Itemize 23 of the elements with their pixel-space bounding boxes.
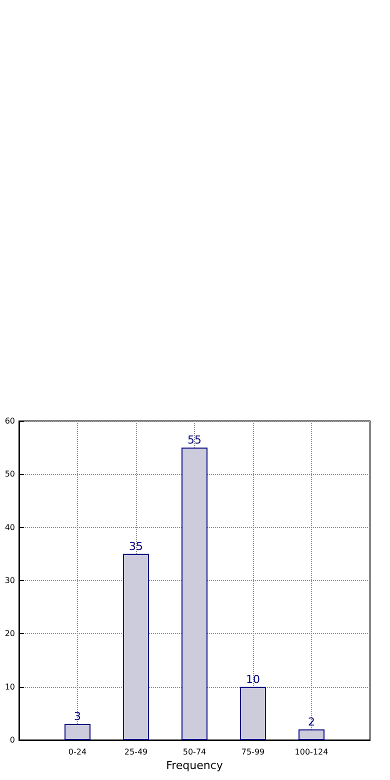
bar: [123, 554, 149, 740]
data-label: 35: [129, 540, 143, 553]
data-label: 2: [308, 715, 315, 728]
y-tick-label: 60: [4, 416, 15, 426]
x-axis-title: Frequency: [166, 759, 224, 772]
y-tick-label: 40: [4, 522, 15, 532]
x-tick-label: 0-24: [68, 748, 87, 756]
bar: [182, 448, 208, 740]
y-tick-label: 10: [4, 682, 15, 692]
data-label: 55: [188, 434, 202, 447]
x-tick-label: 25-49: [124, 748, 148, 756]
y-tick-label: 30: [4, 576, 15, 585]
x-tick-label: 75-99: [241, 748, 265, 756]
y-tick-label: 0: [10, 736, 15, 744]
y-tick-label: 50: [4, 470, 15, 479]
y-tick-label: 20: [4, 629, 15, 638]
bar: [64, 724, 90, 740]
bar: [298, 729, 324, 740]
data-label: 3: [74, 710, 81, 724]
x-tick-label: 50-74: [182, 748, 206, 756]
data-label: 10: [246, 672, 260, 686]
x-tick-label: 100-124: [294, 748, 328, 756]
bar: [240, 686, 266, 740]
